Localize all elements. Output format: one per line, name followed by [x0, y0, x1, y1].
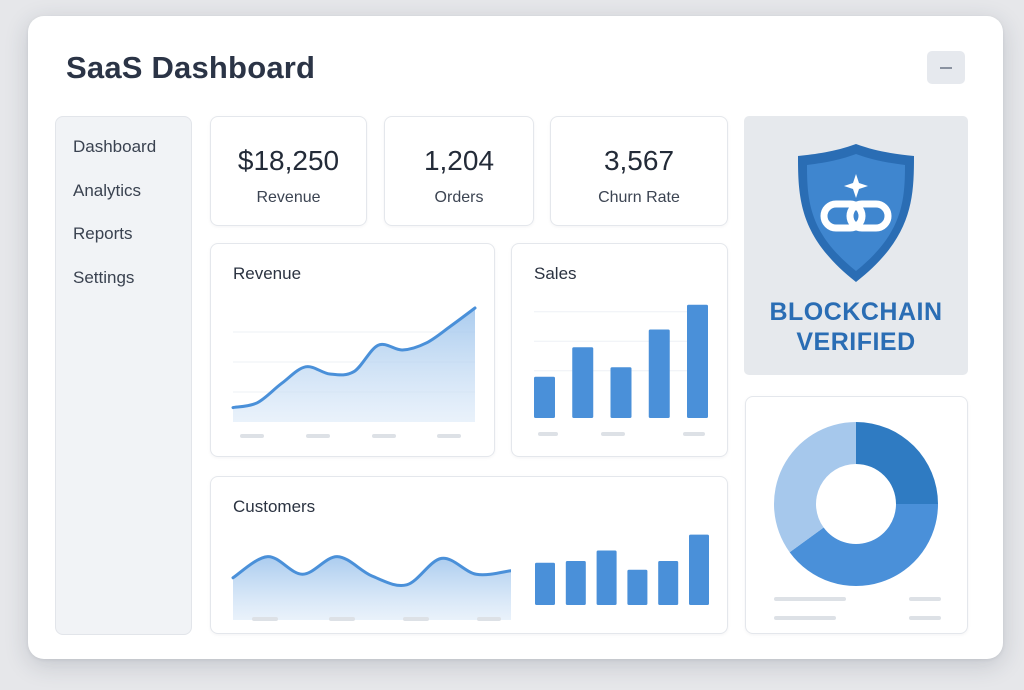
customers-area-chart: [231, 555, 511, 621]
stat-card-churn-rate: 3,567 Churn Rate: [550, 116, 728, 226]
bar: [565, 561, 586, 605]
tick-placeholder: [683, 432, 705, 436]
revenue-chart-card: Revenue: [210, 243, 495, 457]
tick-placeholder: [329, 617, 355, 621]
blockchain-verified-badge: BLOCKCHAIN VERIFIED: [744, 116, 968, 375]
bar: [689, 534, 709, 605]
customers-bar-chart: [535, 534, 709, 605]
bar: [627, 569, 648, 605]
app-title: SaaS Dashboard: [66, 50, 316, 85]
bar: [648, 329, 670, 418]
sales-chart-title: Sales: [534, 264, 577, 283]
tick-placeholder: [372, 434, 396, 438]
minimize-icon: [940, 67, 952, 69]
bar: [534, 376, 555, 418]
tick-placeholder: [252, 617, 278, 621]
stat-card-orders: 1,204 Orders: [384, 116, 534, 226]
tick-placeholder: [403, 617, 429, 621]
revenue-area-chart: [231, 306, 477, 438]
bar: [658, 561, 679, 605]
minimize-button[interactable]: [927, 51, 965, 84]
legend-placeholder: [774, 616, 836, 620]
bar: [687, 304, 708, 418]
legend-placeholder: [774, 597, 846, 601]
donut-slice: [789, 504, 938, 586]
stat-card-revenue: $18,250 Revenue: [210, 116, 367, 226]
sidebar-item-reports[interactable]: Reports: [73, 224, 133, 243]
stat-value: $18,250: [237, 145, 340, 176]
stat-value: 3,567: [603, 145, 675, 176]
series-line: [231, 555, 511, 587]
tick-placeholder: [240, 434, 264, 438]
sidebar-item-analytics[interactable]: Analytics: [73, 180, 142, 200]
donut-slice: [774, 422, 856, 553]
legend-placeholder: [909, 616, 941, 620]
sales-chart-card: Sales: [511, 243, 728, 457]
shield-chain-link-icon: [798, 144, 914, 282]
badge-line-2: VERIFIED: [796, 328, 916, 356]
sidebar-item-dashboard[interactable]: Dashboard: [73, 137, 157, 156]
sidebar: Dashboard Analytics Reports Settings: [55, 116, 192, 635]
customers-chart-card: Customers: [210, 476, 728, 634]
tick-placeholder: [601, 432, 625, 436]
revenue-chart-title: Revenue: [233, 264, 302, 283]
tick-placeholder: [538, 432, 558, 436]
tick-placeholder: [437, 434, 461, 438]
bar: [535, 562, 555, 605]
area-fill: [233, 308, 475, 422]
area-fill: [233, 556, 511, 620]
donut-chart: [774, 422, 941, 620]
stat-value: 1,204: [423, 145, 495, 176]
bar: [572, 347, 594, 418]
tick-placeholder: [306, 434, 330, 438]
customers-chart-title: Customers: [233, 497, 316, 516]
bar: [610, 367, 632, 418]
stat-label: Revenue: [256, 189, 321, 206]
bar: [596, 550, 617, 605]
stat-label: Churn Rate: [598, 189, 680, 206]
badge-line-1: BLOCKCHAIN: [769, 298, 943, 326]
sales-bar-chart: [534, 304, 708, 436]
series-line: [231, 306, 477, 410]
legend-placeholder: [909, 597, 941, 601]
tick-placeholder: [477, 617, 501, 621]
dashboard-window: SaaS Dashboard Dashboard Analytics Repor…: [28, 16, 1003, 659]
sidebar-item-settings[interactable]: Settings: [73, 267, 135, 287]
donut-slice: [856, 422, 938, 504]
stat-label: Orders: [434, 189, 484, 206]
donut-chart-card: [745, 396, 968, 634]
